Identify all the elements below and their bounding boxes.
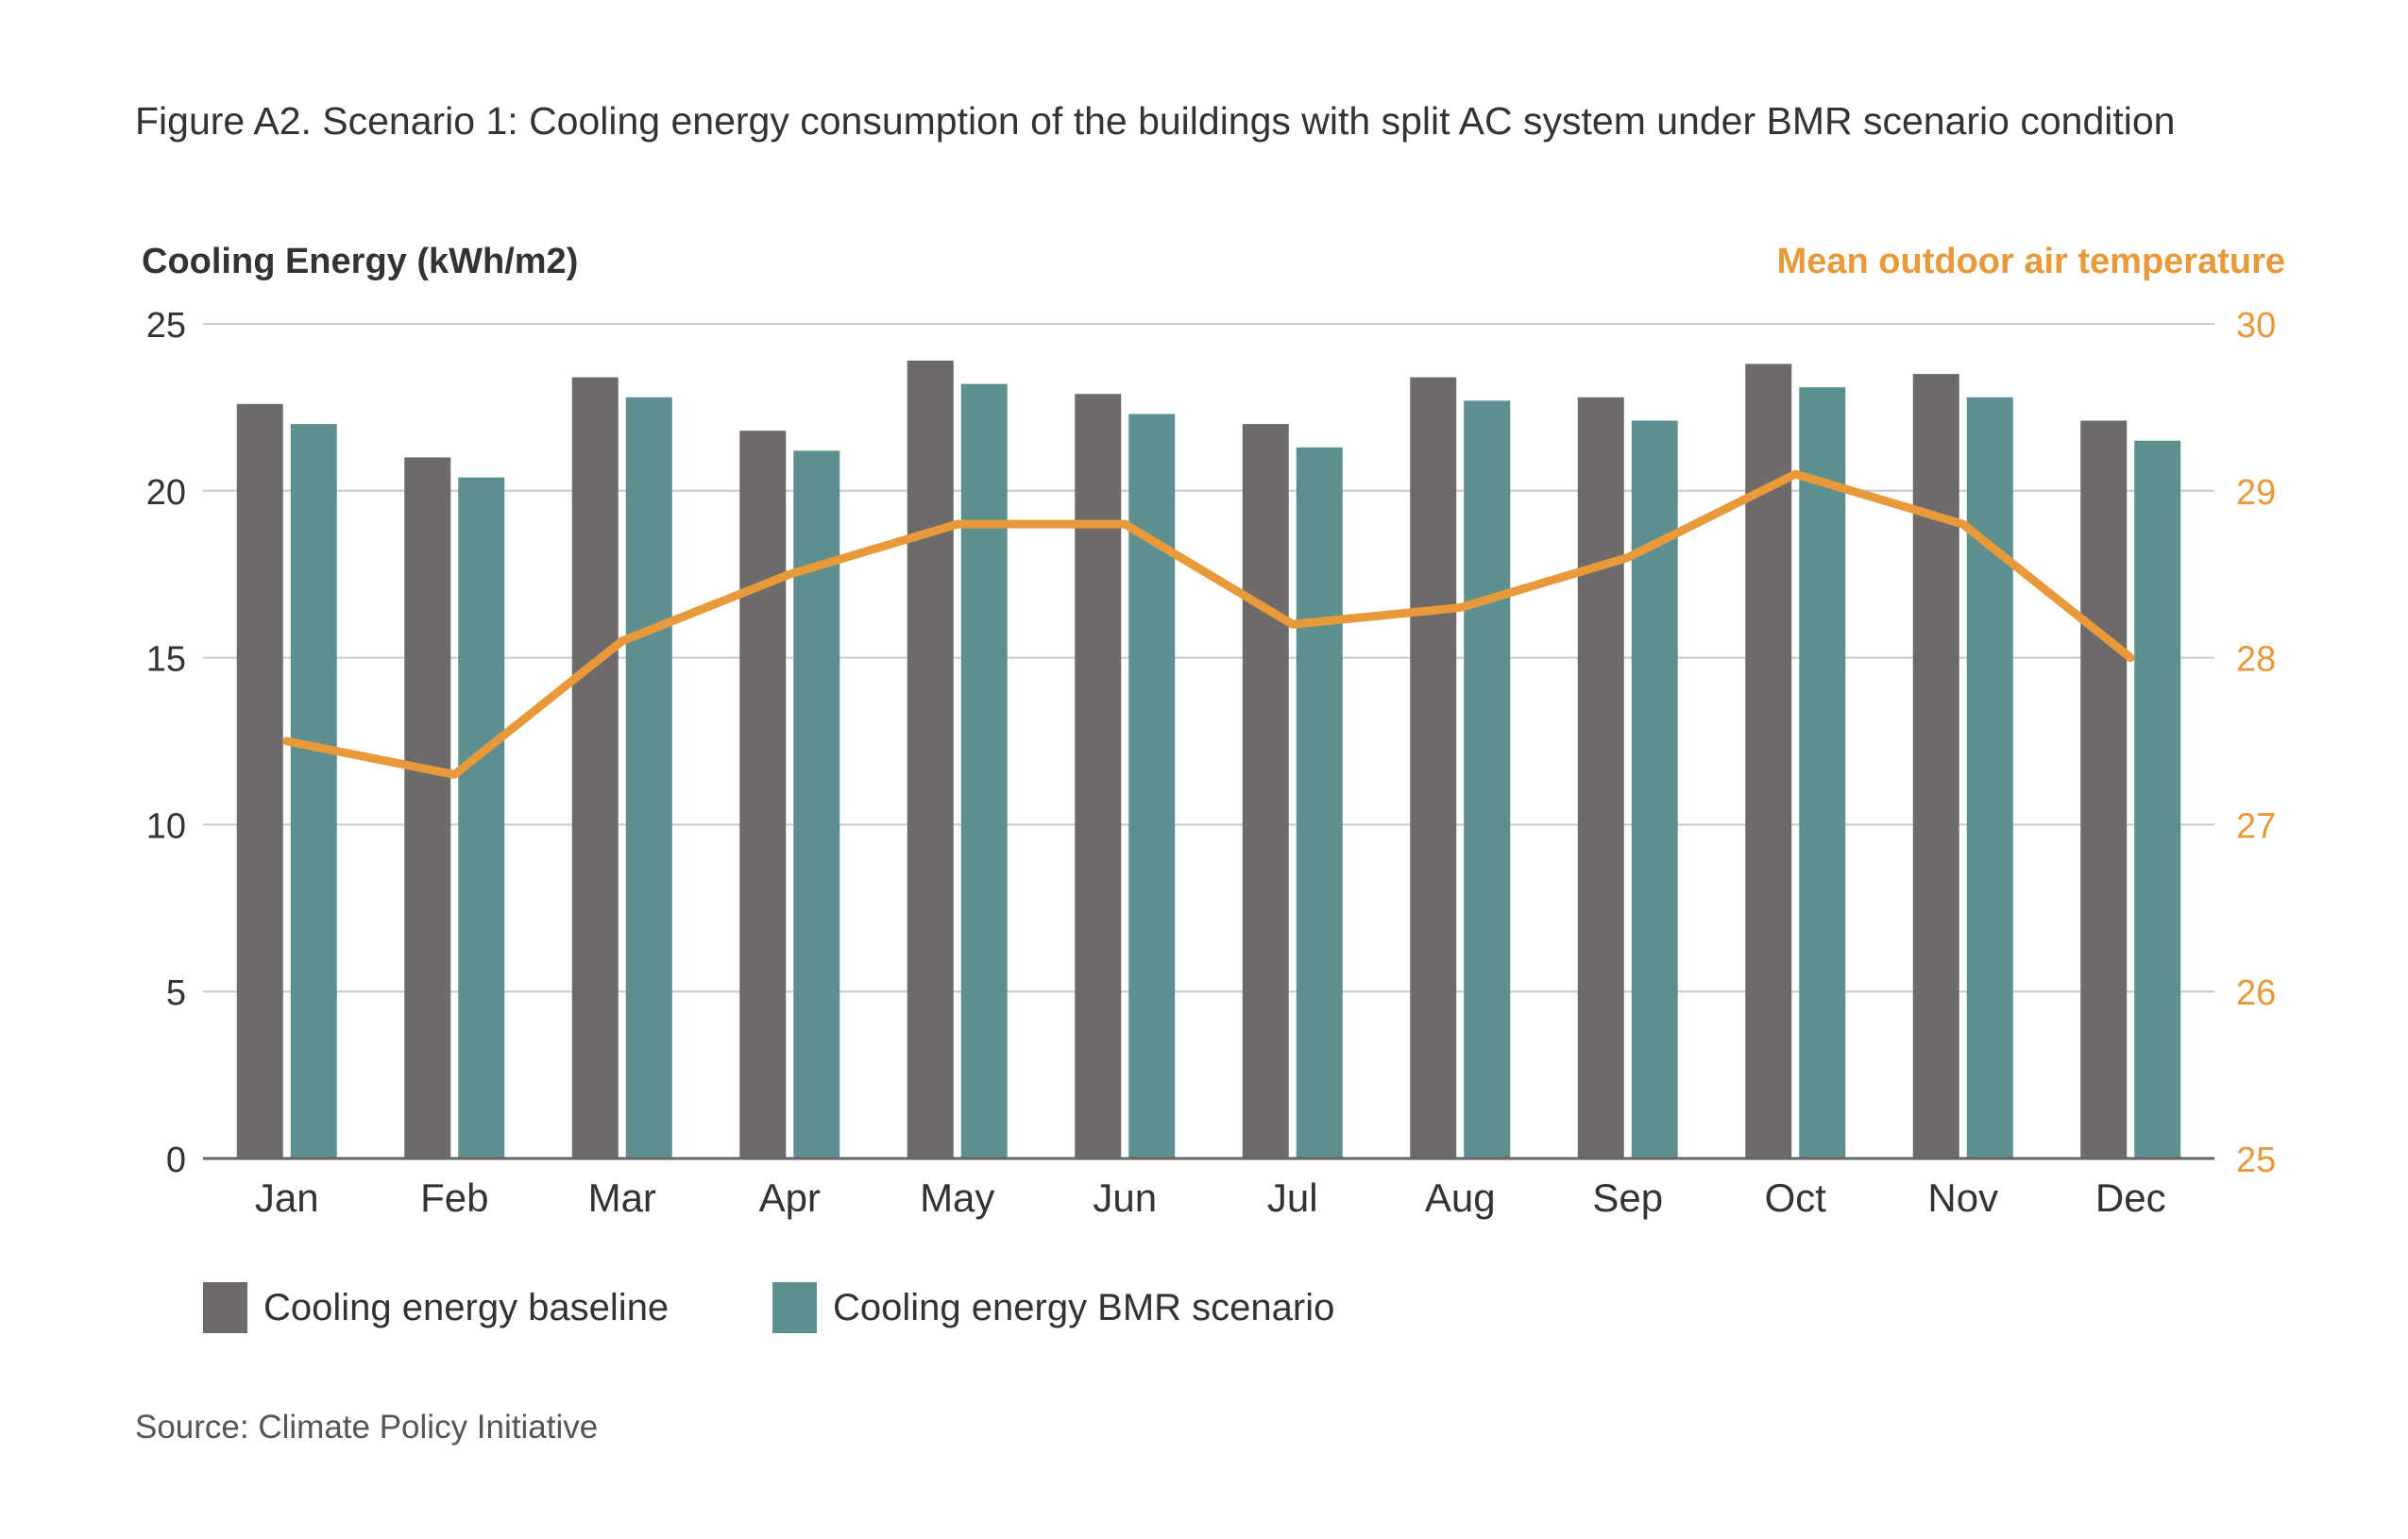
source-note: Source: Climate Policy Initiative — [135, 1409, 599, 1446]
temperature-point-feb — [453, 773, 456, 776]
chart-title: Figure A2. Scenario 1: Cooling energy co… — [135, 99, 2176, 143]
temperature-point-mar — [620, 639, 623, 642]
temperature-point-apr — [789, 573, 791, 576]
left-axis-tick-label: 20 — [146, 473, 186, 513]
x-axis-tick-label: Mar — [588, 1175, 656, 1220]
right-axis-tick-label: 25 — [2236, 1141, 2276, 1180]
legend-swatch-baseline — [203, 1282, 247, 1333]
combo-chart: Cooling Energy (kWh/m2) Mean outdoor air… — [142, 242, 2285, 1220]
gridlines — [203, 323, 2214, 993]
bar-bmr-jul — [1296, 447, 1343, 1158]
bar-bmr-dec — [2134, 440, 2181, 1158]
left-axis-tick-label: 15 — [146, 640, 186, 680]
left-axis-tick-label: 25 — [146, 306, 186, 346]
bar-bmr-jan — [290, 424, 337, 1159]
right-axis-tick-label: 30 — [2236, 306, 2276, 346]
legend-label-baseline: Cooling energy baseline — [263, 1286, 670, 1328]
bar-baseline-may — [907, 360, 954, 1158]
temperature-point-sep — [1626, 556, 1629, 559]
x-axis-tick-label: Aug — [1425, 1175, 1496, 1220]
legend-swatch-bmr — [772, 1282, 817, 1333]
right-axis-tick-label: 27 — [2236, 806, 2276, 846]
left-axis-tick-label: 0 — [166, 1141, 186, 1180]
temperature-point-aug — [1459, 606, 1462, 609]
right-axis-tick-label: 26 — [2236, 973, 2276, 1013]
temperature-point-jan — [285, 740, 288, 742]
x-axis-tick-label: Sep — [1592, 1175, 1663, 1220]
temperature-point-jul — [1291, 623, 1294, 626]
temperature-line-series — [282, 469, 2135, 779]
temperature-point-may — [956, 523, 958, 526]
bar-baseline-apr — [739, 431, 787, 1159]
x-axis-tick-label: Apr — [759, 1175, 821, 1220]
bar-baseline-jun — [1075, 394, 1122, 1159]
right-axis-tick-label: 29 — [2236, 473, 2276, 513]
bar-baseline-dec — [2080, 420, 2128, 1158]
x-axis-tick-label: Jan — [255, 1175, 319, 1220]
bar-series — [236, 360, 2181, 1159]
bar-bmr-nov — [1966, 397, 2013, 1158]
left-axis-tick-label: 10 — [146, 806, 186, 846]
left-axis-title: Cooling Energy (kWh/m2) — [142, 242, 578, 281]
bar-baseline-sep — [1577, 397, 1624, 1158]
bar-baseline-jan — [236, 403, 283, 1158]
x-axis-tick-label: Jun — [1093, 1175, 1157, 1220]
right-axis-tick-label: 28 — [2236, 640, 2276, 680]
x-axis-tick-label: Nov — [1927, 1175, 1998, 1220]
x-axis-tick-label: Dec — [2095, 1175, 2166, 1220]
bar-bmr-oct — [1799, 387, 1846, 1159]
temperature-point-oct — [1794, 473, 1797, 476]
left-axis-tick-label: 5 — [166, 973, 186, 1013]
temperature-point-dec — [2129, 656, 2132, 659]
bar-baseline-mar — [571, 377, 619, 1158]
bar-baseline-feb — [404, 457, 451, 1158]
bar-bmr-aug — [1464, 400, 1511, 1158]
bar-bmr-feb — [458, 477, 505, 1158]
bar-baseline-nov — [1912, 374, 1959, 1158]
x-axis-ticks: Jan Feb Mar Apr May Jun Jul Aug Sep Oct Nov Dec — [255, 1175, 2166, 1220]
temperature-point-nov — [1961, 523, 1964, 526]
legend-item-baseline: Cooling energy baseline — [203, 1282, 669, 1333]
temperature-point-jun — [1124, 523, 1127, 526]
bar-baseline-jul — [1242, 424, 1289, 1159]
right-axis-title: Mean outdoor air temperature — [1777, 242, 2285, 281]
x-axis-tick-label: Jul — [1267, 1175, 1318, 1220]
left-axis-ticks: 0 5 10 15 20 25 — [146, 306, 186, 1180]
right-axis-ticks: 25 26 27 28 29 30 — [2236, 306, 2276, 1180]
x-axis-tick-label: May — [920, 1175, 994, 1220]
legend-label-bmr: Cooling energy BMR scenario — [833, 1286, 1335, 1328]
bar-baseline-aug — [1410, 377, 1457, 1158]
bar-bmr-mar — [625, 397, 672, 1158]
x-axis-tick-label: Oct — [1765, 1175, 1827, 1220]
temperature-line — [282, 469, 2135, 779]
x-axis-tick-label: Feb — [420, 1175, 488, 1220]
bar-bmr-apr — [793, 450, 840, 1158]
legend-item-bmr: Cooling energy BMR scenario — [772, 1282, 1334, 1333]
bar-bmr-may — [960, 383, 1008, 1158]
